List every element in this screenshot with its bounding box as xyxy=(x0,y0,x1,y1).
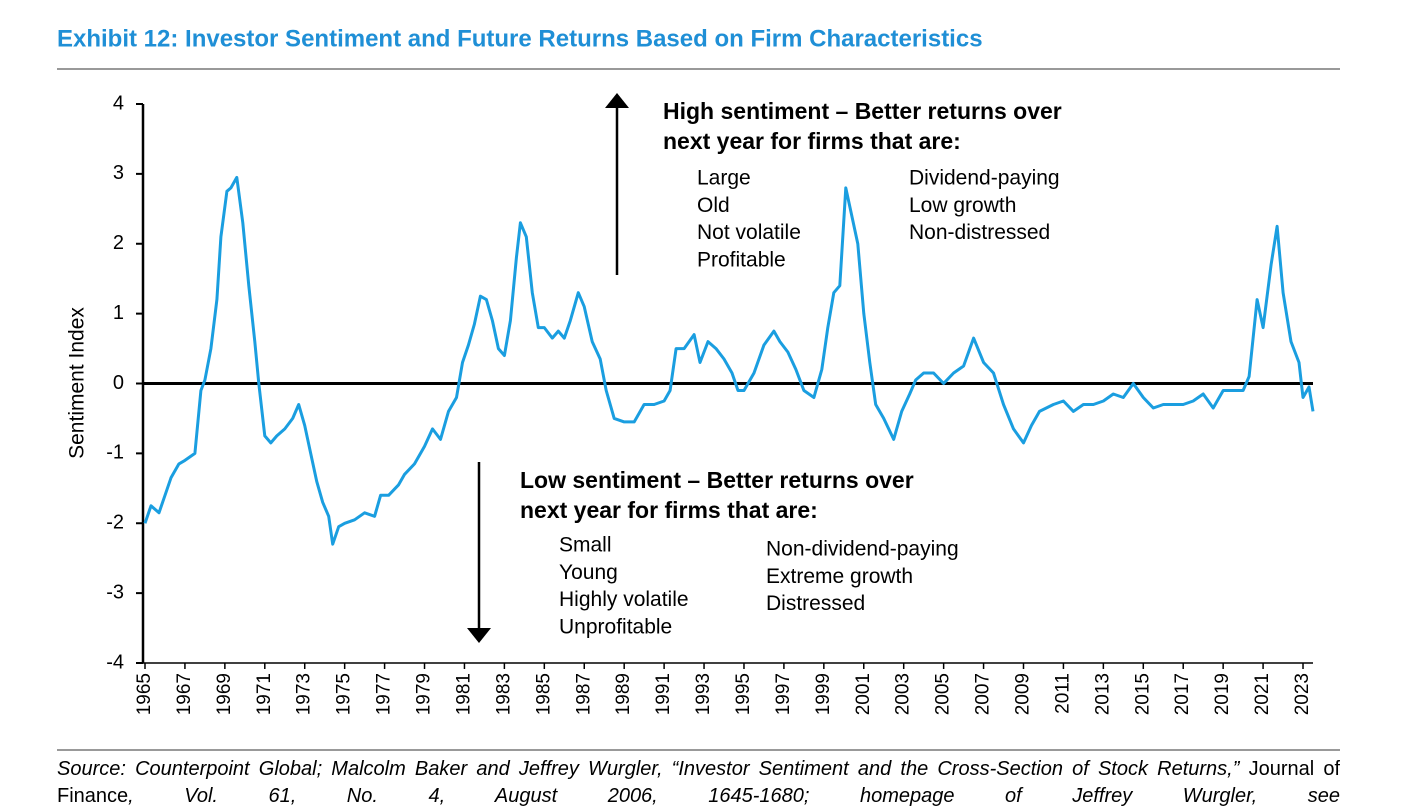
footnote-part: , Vol. 61, No. 4, August 2006, 1645-1680… xyxy=(128,785,1340,807)
x-tick-label: 1971 xyxy=(254,673,275,715)
annotation-heading: next year for firms that are: xyxy=(520,497,818,523)
x-tick-label: 1997 xyxy=(773,673,794,715)
x-tick-label: 1999 xyxy=(813,673,834,715)
y-tick-label: 3 xyxy=(113,162,124,184)
chart-title: Exhibit 12: Investor Sentiment and Futur… xyxy=(57,25,983,52)
annotation-item: Non-dividend-paying xyxy=(766,538,959,561)
x-tick-label: 2003 xyxy=(893,673,914,715)
y-tick-label: -3 xyxy=(106,581,124,603)
y-tick-label: -2 xyxy=(106,512,124,534)
x-tick-label: 1981 xyxy=(453,673,474,715)
annotation-heading: High sentiment – Better returns over xyxy=(663,98,1062,124)
y-tick-label: -1 xyxy=(106,442,124,464)
up-arrow-head xyxy=(605,93,629,108)
x-tick-label: 2001 xyxy=(853,673,874,715)
annotation-item: Dividend-paying xyxy=(909,167,1060,190)
x-tick-label: 2019 xyxy=(1212,673,1233,715)
y-tick-label: 4 xyxy=(113,92,124,114)
x-tick-label: 2023 xyxy=(1292,673,1313,715)
annotation-item: Not volatile xyxy=(697,221,801,244)
annotation-heading: next year for firms that are: xyxy=(663,128,961,154)
x-tick-label: 2011 xyxy=(1052,673,1073,714)
x-tick-label: 1991 xyxy=(653,673,674,715)
footnote-part: Source: Counterpoint Global; Malcolm Bak… xyxy=(57,758,1240,780)
y-tick-label: 1 xyxy=(113,302,124,324)
y-axis-label: Sentiment Index xyxy=(66,307,89,459)
x-tick-label: 1985 xyxy=(533,673,554,715)
footnote-part: Journal of Finance xyxy=(57,758,1340,807)
x-tick-label: 1967 xyxy=(174,673,195,715)
x-tick-label: 2013 xyxy=(1092,673,1113,715)
x-tick-label: 2009 xyxy=(1013,673,1034,715)
y-tick-label: 2 xyxy=(113,232,124,254)
x-tick-label: 1965 xyxy=(134,673,155,715)
y-tick-label: 0 xyxy=(113,372,124,394)
x-tick-label: 1973 xyxy=(294,673,315,715)
x-tick-label: 1995 xyxy=(733,673,754,715)
x-tick-label: 1989 xyxy=(613,673,634,715)
x-tick-label: 2005 xyxy=(933,673,954,715)
y-tick-label: -4 xyxy=(106,651,124,673)
x-tick-label: 1983 xyxy=(493,673,514,715)
annotation-item: Old xyxy=(697,194,730,217)
down-arrow-head xyxy=(467,628,491,643)
x-tick-label: 2007 xyxy=(973,673,994,715)
x-tick-label: 1977 xyxy=(374,673,395,715)
x-tick-label: 1993 xyxy=(693,673,714,715)
x-tick-label: 1987 xyxy=(573,673,594,715)
annotation-item: Low growth xyxy=(909,194,1016,217)
x-tick-label: 2021 xyxy=(1252,673,1273,715)
annotation-item: Small xyxy=(559,534,612,557)
annotation-item: Unprofitable xyxy=(559,615,672,638)
x-tick-label: 1979 xyxy=(414,673,435,715)
annotation-item: Distressed xyxy=(766,592,865,615)
annotations: High sentiment – Better returns over next… xyxy=(520,98,1062,638)
x-tick-label: 2015 xyxy=(1132,673,1153,715)
x-tick-label: 1969 xyxy=(214,673,235,715)
footnote: Source: Counterpoint Global; Malcolm Bak… xyxy=(57,756,1340,810)
annotation-item: Extreme growth xyxy=(766,565,913,588)
x-tick-label: 1975 xyxy=(334,673,355,715)
annotation-item: Young xyxy=(559,561,618,584)
x-tick-label: 2017 xyxy=(1172,673,1193,715)
annotation-item: Large xyxy=(697,167,751,190)
sentiment-line xyxy=(143,175,1315,546)
annotation-item: Non-distressed xyxy=(909,221,1050,244)
annotation-heading: Low sentiment – Better returns over xyxy=(520,467,914,493)
annotation-item: Profitable xyxy=(697,248,786,271)
annotation-item: Highly volatile xyxy=(559,588,689,611)
